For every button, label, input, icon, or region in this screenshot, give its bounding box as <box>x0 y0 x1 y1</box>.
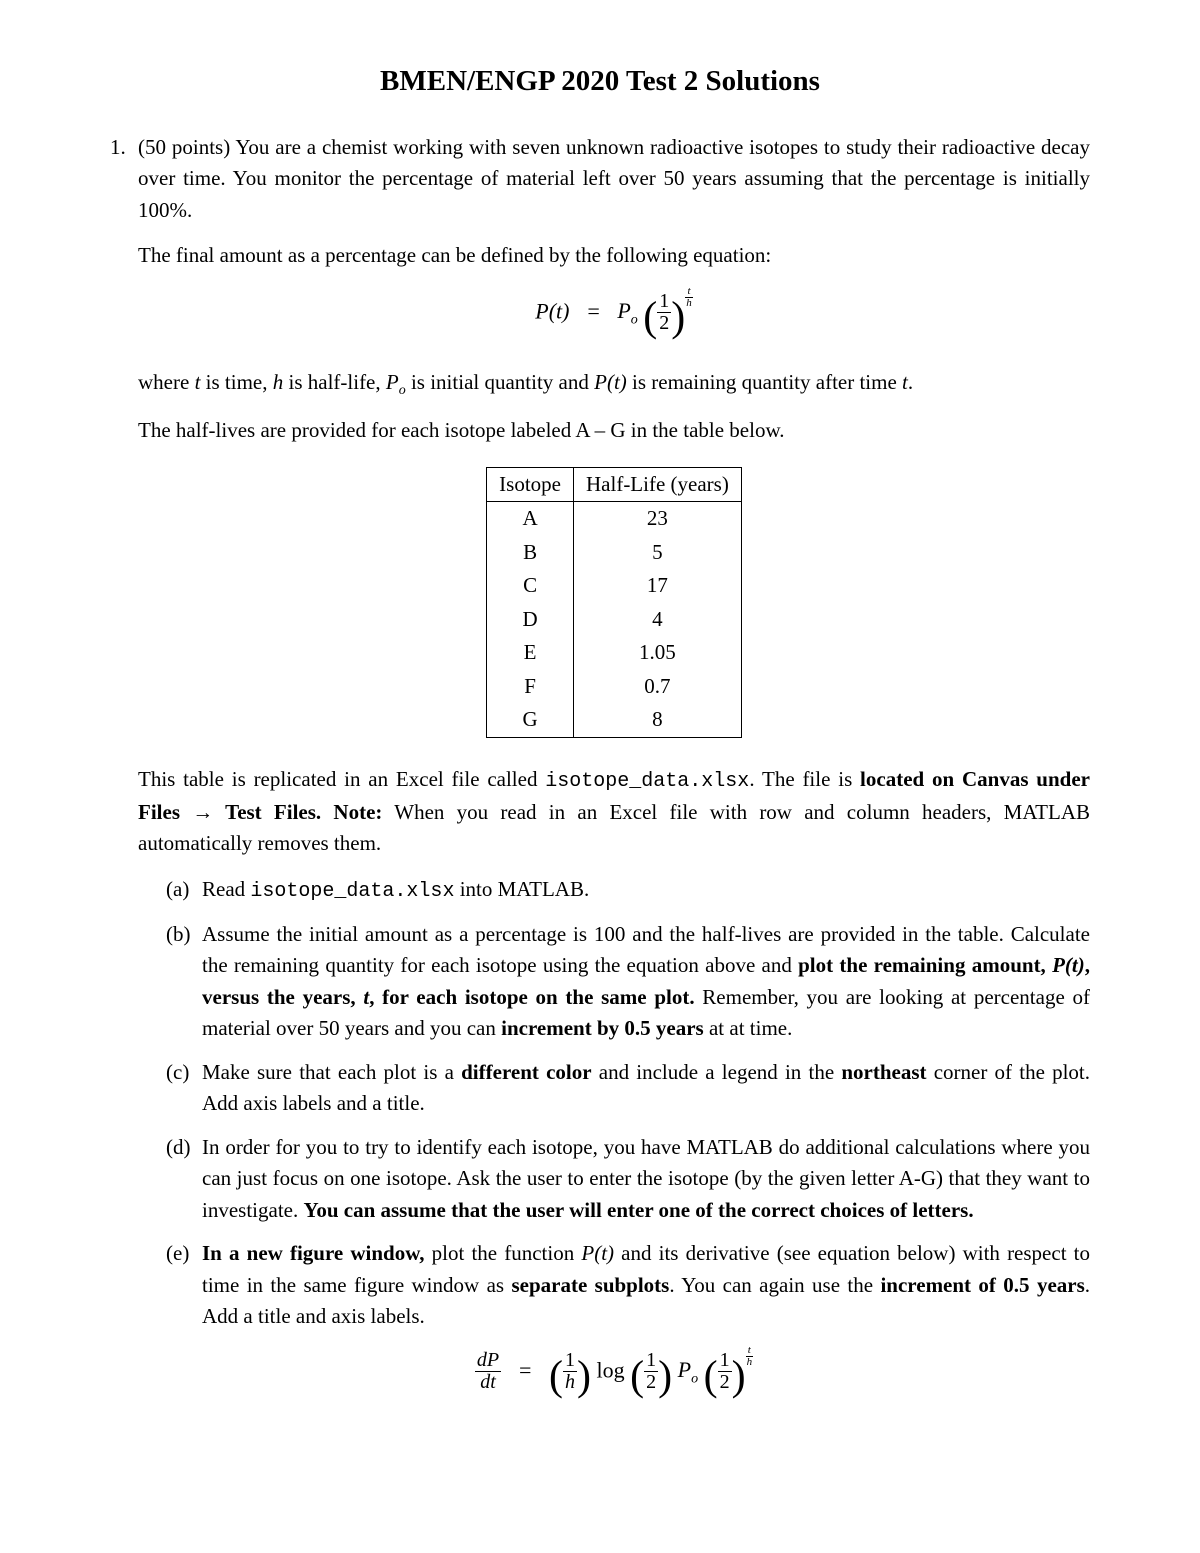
table-row: G <box>487 703 574 737</box>
document-page: BMEN/ENGP 2020 Test 2 Solutions 1. (50 p… <box>0 0 1200 1553</box>
table-intro: The half-lives are provided for each iso… <box>138 415 1090 447</box>
eq-where: where t is time, h is half-life, Po is i… <box>138 367 1090 401</box>
equation-pt: P(t) = Po (12)th <box>138 286 1090 349</box>
isotope-table: Isotope Half-Life (years) A23 B5 C17 D4 … <box>486 467 742 738</box>
table-row: F <box>487 670 574 704</box>
table-row: A <box>487 502 574 536</box>
col-isotope: Isotope <box>487 467 574 502</box>
page-title: BMEN/ENGP 2020 Test 2 Solutions <box>110 60 1090 104</box>
part-e: (e) In a new figure window, plot the fun… <box>166 1238 1090 1333</box>
eq-intro: The final amount as a percentage can be … <box>138 240 1090 272</box>
part-b: (b) Assume the initial amount as a perce… <box>166 919 1090 1045</box>
table-row: C <box>487 569 574 603</box>
part-a: (a) Read isotope_data.xlsx into MATLAB. <box>166 874 1090 907</box>
part-c: (c) Make sure that each plot is a differ… <box>166 1057 1090 1120</box>
part-d: (d) In order for you to try to identify … <box>166 1132 1090 1227</box>
table-row: E <box>487 636 574 670</box>
table-row: B <box>487 536 574 570</box>
question-body: (50 points) You are a chemist working wi… <box>138 132 1090 1426</box>
question-number: 1. <box>110 132 138 1426</box>
subparts-list: (a) Read isotope_data.xlsx into MATLAB. … <box>166 874 1090 1333</box>
after-table: This table is replicated in an Excel fil… <box>138 764 1090 860</box>
question-1: 1. (50 points) You are a chemist working… <box>110 132 1090 1426</box>
col-halflife: Half-Life (years) <box>574 467 742 502</box>
equation-dpdt: dPdt = (1h) log (12) Po (12)th <box>138 1345 1090 1408</box>
intro-paragraph: (50 points) You are a chemist working wi… <box>138 132 1090 227</box>
table-row: D <box>487 603 574 637</box>
